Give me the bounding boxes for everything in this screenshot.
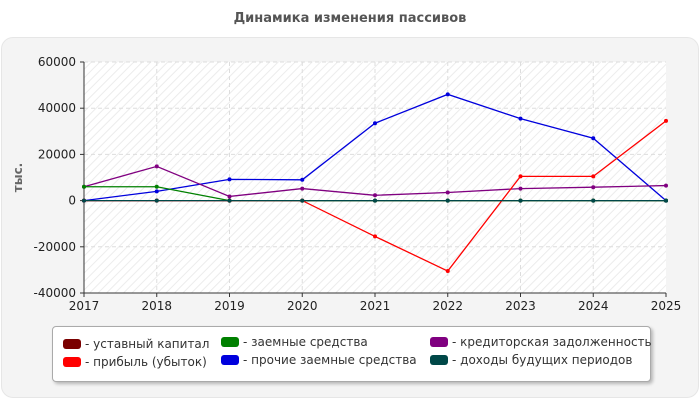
legend-item: - доходы будущих периодов xyxy=(430,352,632,368)
data-point xyxy=(373,198,377,203)
x-tick-label: 2017 xyxy=(69,299,100,313)
legend-label: - кредиторская задолженность xyxy=(452,335,652,349)
data-point xyxy=(591,185,596,190)
legend-swatch xyxy=(63,357,81,367)
data-point xyxy=(664,198,668,203)
data-point xyxy=(373,121,377,126)
y-axis-title: тыс. xyxy=(11,163,25,192)
data-point xyxy=(300,177,305,182)
legend-label: - прочие заемные средства xyxy=(243,353,417,367)
data-point xyxy=(82,198,86,203)
data-point xyxy=(445,92,450,97)
data-point xyxy=(227,198,232,203)
legend-label: - заемные средства xyxy=(243,335,368,349)
x-tick-label: 2025 xyxy=(651,299,682,313)
data-point xyxy=(154,189,159,194)
legend-swatch xyxy=(221,337,239,347)
legend-item: - уставный капитал xyxy=(63,336,209,352)
data-point xyxy=(591,198,596,203)
y-tick-label: -20000 xyxy=(33,240,76,254)
y-tick-label: 60000 xyxy=(38,55,76,69)
x-tick-label: 2020 xyxy=(287,299,318,313)
y-tick-label: 0 xyxy=(68,194,76,208)
data-point xyxy=(373,193,377,198)
x-tick-label: 2019 xyxy=(214,299,245,313)
legend-swatch xyxy=(430,355,448,365)
legend-item: - кредиторская задолженность xyxy=(430,334,652,350)
chart-legend: - уставный капитал - прибыль (убыток) - … xyxy=(52,326,652,382)
data-point xyxy=(664,183,668,188)
data-point xyxy=(445,198,450,203)
x-tick-label: 2023 xyxy=(505,299,536,313)
legend-item: - прочие заемные средства xyxy=(221,352,417,368)
data-point xyxy=(300,198,305,203)
data-point xyxy=(518,198,523,203)
data-point xyxy=(82,184,86,189)
x-tick-label: 2021 xyxy=(360,299,391,313)
data-point xyxy=(300,186,305,191)
data-point xyxy=(518,174,523,179)
y-tick-label: 20000 xyxy=(38,147,76,161)
legend-label: - прибыль (убыток) xyxy=(85,355,207,369)
y-tick-label: 40000 xyxy=(38,101,76,115)
legend-swatch xyxy=(430,337,448,347)
data-point xyxy=(591,174,596,179)
legend-label: - доходы будущих периодов xyxy=(452,353,633,367)
y-tick-label: -40000 xyxy=(33,286,76,300)
data-point xyxy=(227,194,232,199)
data-point xyxy=(373,234,377,239)
data-point xyxy=(227,177,232,182)
data-point xyxy=(154,164,159,169)
data-point xyxy=(591,136,596,141)
data-point xyxy=(445,269,450,274)
legend-item: - прибыль (убыток) xyxy=(63,354,207,370)
x-tick-label: 2022 xyxy=(432,299,463,313)
legend-swatch xyxy=(221,355,239,365)
legend-item: - заемные средства xyxy=(221,334,368,350)
x-tick-label: 2024 xyxy=(578,299,609,313)
data-point xyxy=(154,198,159,203)
chart-title: Динамика изменения пассивов xyxy=(233,11,467,26)
data-point xyxy=(154,184,159,189)
data-point xyxy=(445,190,450,195)
legend-label: - уставный капитал xyxy=(85,337,210,351)
x-tick-label: 2018 xyxy=(141,299,172,313)
data-point xyxy=(518,186,523,191)
legend-swatch xyxy=(63,339,81,349)
data-point xyxy=(518,116,523,121)
data-point xyxy=(664,118,668,123)
